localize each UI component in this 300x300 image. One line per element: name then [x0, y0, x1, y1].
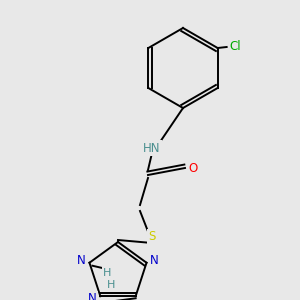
Text: H: H [107, 280, 116, 290]
Text: N: N [88, 292, 97, 300]
Text: HN: HN [143, 142, 161, 154]
Text: N: N [77, 254, 86, 267]
Text: Cl: Cl [230, 40, 242, 52]
Text: H: H [103, 268, 112, 278]
Text: O: O [188, 161, 198, 175]
Text: S: S [148, 230, 156, 244]
Text: N: N [150, 254, 159, 267]
